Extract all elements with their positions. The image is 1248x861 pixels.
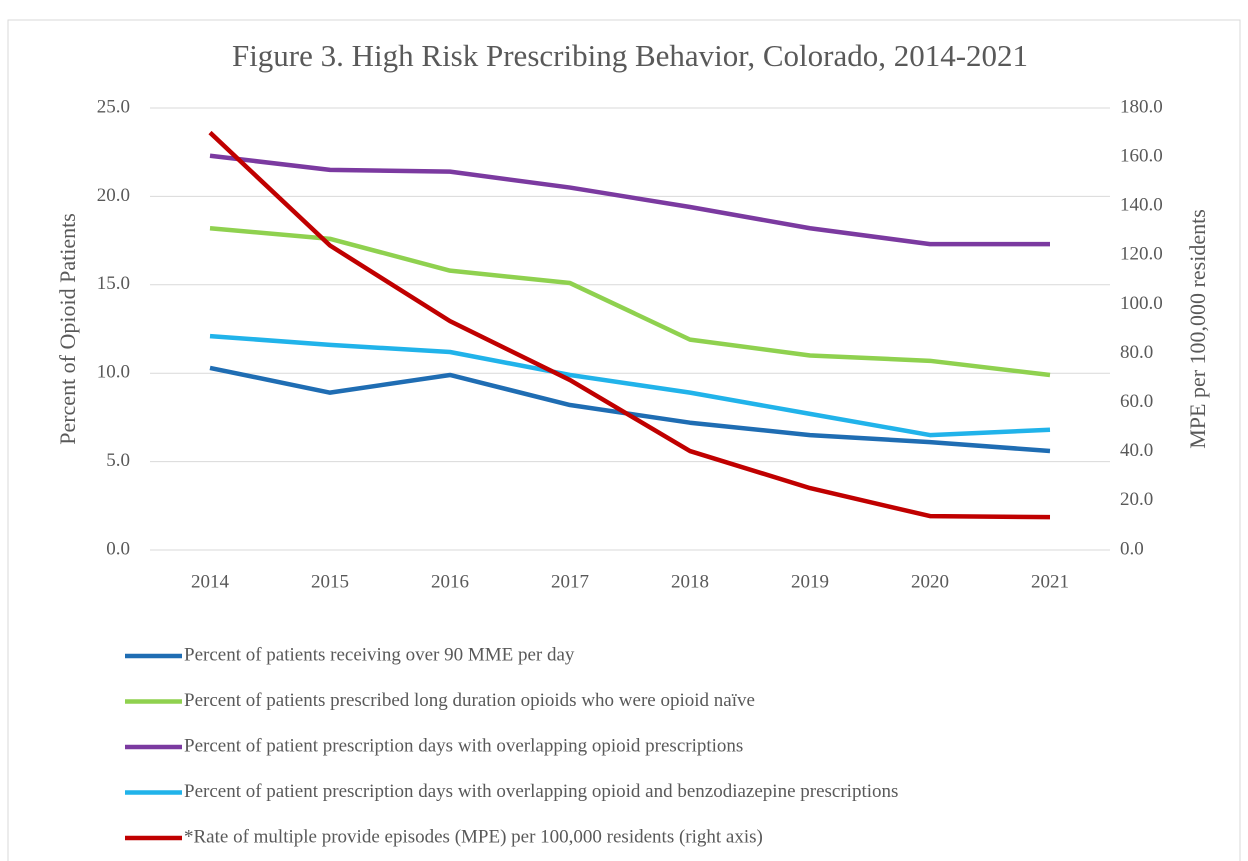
y2-tick-label: 120.0	[1120, 244, 1163, 265]
y2-tick-label: 60.0	[1120, 391, 1153, 412]
x-tick-label: 2014	[191, 571, 230, 592]
chart-title: Figure 3. High Risk Prescribing Behavior…	[231, 38, 1029, 73]
x-tick-label: 2020	[911, 571, 949, 592]
y-axis-label: Percent of Opioid Patients	[55, 213, 80, 445]
y-tick-label: 10.0	[97, 362, 130, 383]
y2-tick-label: 80.0	[1120, 342, 1153, 363]
series-line	[209, 365, 1051, 454]
legend-label: Percent of patient prescription days wit…	[184, 781, 898, 802]
x-tick-label: 2019	[791, 571, 829, 592]
y2-tick-label: 140.0	[1120, 195, 1163, 216]
y2-tick-label: 40.0	[1120, 440, 1153, 461]
x-tick-label: 2016	[431, 571, 469, 592]
y2-tick-label: 100.0	[1120, 293, 1163, 314]
legend-label: *Rate of multiple provide episodes (MPE)…	[184, 826, 763, 847]
y2-axis-label: MPE per 100,000 residents	[1185, 209, 1210, 449]
legend-label: Percent of patients receiving over 90 MM…	[184, 644, 575, 665]
y2-tick-label: 160.0	[1120, 145, 1163, 166]
y-tick-label: 5.0	[106, 450, 130, 471]
x-tick-label: 2018	[671, 571, 709, 592]
x-tick-label: 2021	[1031, 571, 1069, 592]
y-tick-label: 0.0	[106, 538, 130, 559]
y-tick-label: 25.0	[97, 96, 130, 117]
series-line	[209, 333, 1051, 438]
legend-label: Percent of patients prescribed long dura…	[184, 690, 755, 711]
y2-tick-label: 0.0	[1120, 538, 1144, 559]
x-tick-label: 2015	[311, 571, 349, 592]
y2-tick-label: 180.0	[1120, 96, 1163, 117]
y-tick-label: 15.0	[97, 273, 130, 294]
x-tick-label: 2017	[551, 571, 589, 592]
chart-frame	[7, 19, 1241, 861]
y-tick-label: 20.0	[97, 185, 130, 206]
series-line	[209, 153, 1050, 247]
series-line	[209, 225, 1051, 378]
legend-label: Percent of patient prescription days wit…	[184, 735, 743, 756]
series-line	[208, 130, 1051, 520]
y2-tick-label: 20.0	[1120, 489, 1153, 510]
